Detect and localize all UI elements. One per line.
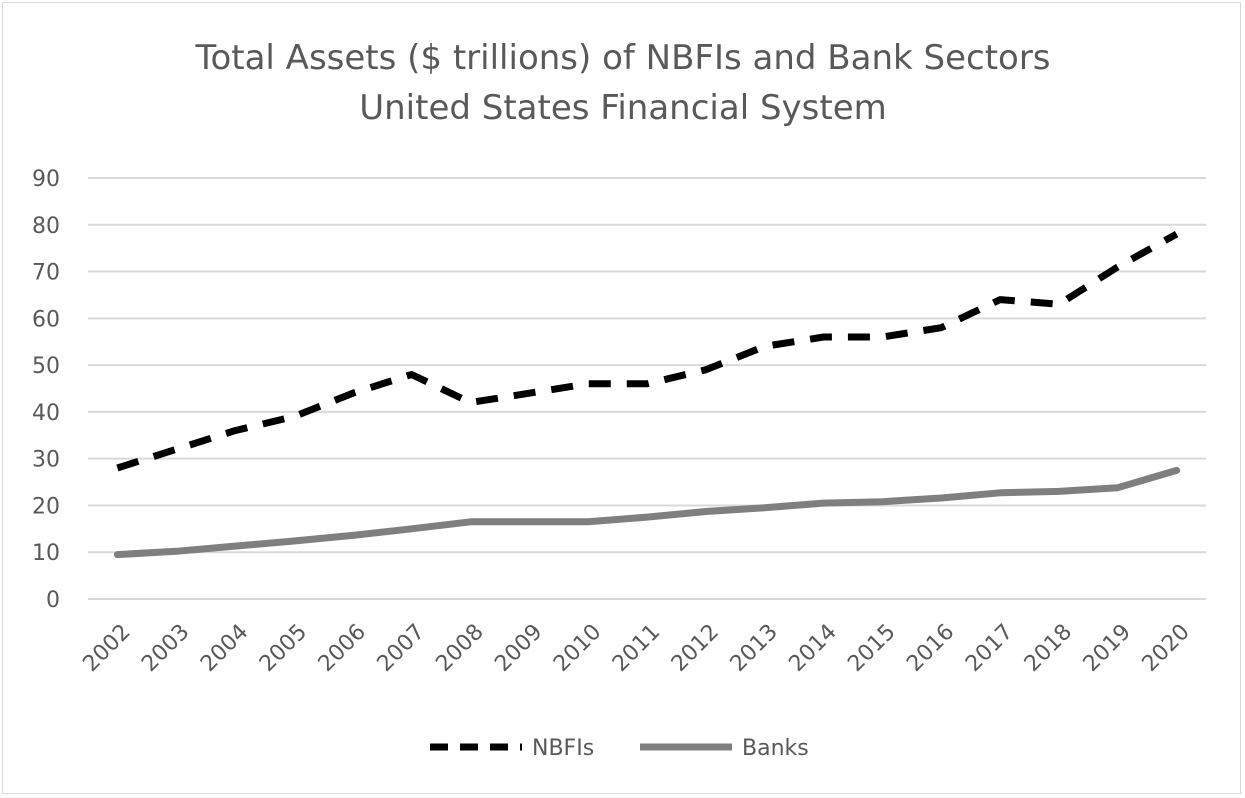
y-tick-label: 20 [32, 494, 60, 519]
x-tick-label: 2003 [137, 620, 194, 677]
x-tick-label: 2005 [255, 620, 312, 677]
series-lines [113, 231, 1181, 559]
y-tick-label: 80 [32, 214, 60, 239]
y-tick-label: 0 [46, 588, 60, 613]
y-tick-label: 50 [32, 354, 60, 379]
x-tick-label: 2013 [726, 620, 783, 677]
x-tick-label: 2006 [314, 620, 371, 677]
x-tick-label: 2010 [549, 620, 606, 677]
gridlines [88, 177, 1206, 600]
x-tick-label: 2011 [608, 620, 665, 677]
x-tick-label: 2002 [78, 620, 135, 677]
x-tick-label: 2016 [902, 620, 959, 677]
x-tick-label: 2018 [1020, 620, 1077, 677]
x-tick-label: 2009 [490, 620, 547, 677]
x-axis-ticks: 2002 2003 2004 2005 2006 2007 2008 2009 2010 2011… [78, 620, 1194, 677]
y-tick-label: 30 [32, 448, 60, 473]
x-tick-label: 2008 [431, 620, 488, 677]
chart-subtitle: United States Financial System [359, 88, 887, 128]
series-line-nbfis [116, 231, 1179, 472]
x-tick-label: 2020 [1138, 620, 1195, 677]
series-line-banks [113, 466, 1181, 559]
legend-label-nbfis: NBFIs [532, 736, 594, 761]
legend-label-banks: Banks [742, 736, 809, 761]
x-tick-label: 2015 [843, 620, 900, 677]
y-tick-label: 90 [32, 167, 60, 192]
y-tick-label: 70 [32, 261, 60, 286]
x-tick-label: 2012 [667, 620, 724, 677]
chart-title: Total Assets ($ trillions) of NBFIs and … [194, 38, 1050, 78]
x-tick-label: 2017 [961, 620, 1018, 677]
x-tick-label: 2014 [784, 620, 841, 677]
x-tick-label: 2007 [373, 620, 430, 677]
x-tick-label: 2019 [1079, 620, 1136, 677]
legend: NBFIs Banks [430, 736, 809, 761]
x-tick-label: 2004 [196, 620, 253, 677]
y-tick-label: 60 [32, 307, 60, 332]
y-axis-ticks: 0 10 20 30 40 50 60 70 80 90 [32, 167, 60, 613]
y-tick-label: 10 [32, 541, 60, 566]
y-tick-label: 40 [32, 401, 60, 426]
